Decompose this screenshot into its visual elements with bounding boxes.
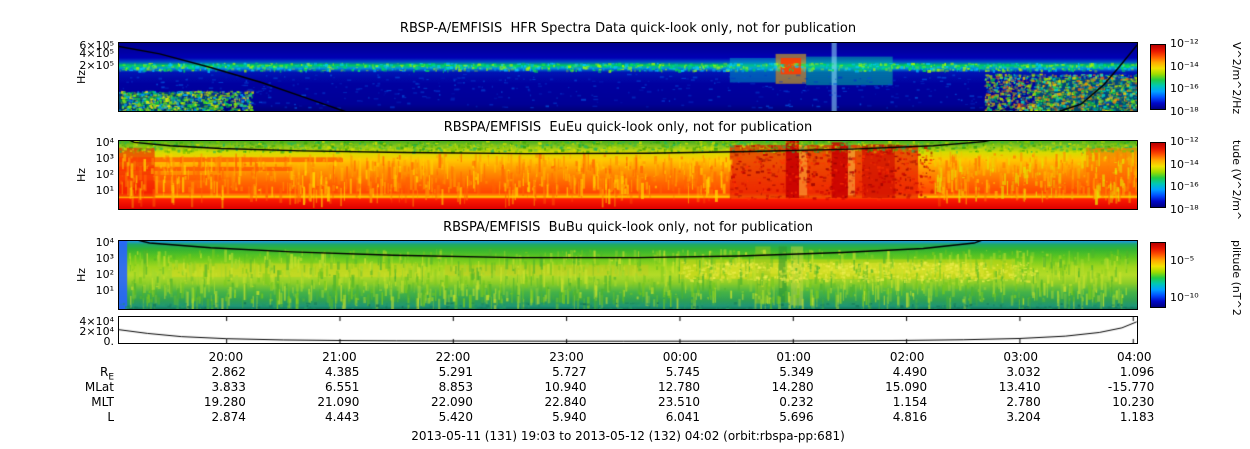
time-tick-label: 01:00 — [776, 350, 811, 364]
hfr-spectrogram-canvas — [119, 43, 1137, 111]
y-tick-label: 10² — [95, 268, 114, 281]
table-value: 22.090 — [430, 395, 473, 409]
table-value: 4.385 — [325, 365, 360, 379]
y-tick-label: 10³ — [95, 151, 114, 165]
y-tick-label: 10¹ — [95, 184, 114, 198]
panel1-colorbar — [1150, 44, 1166, 110]
table-value: 10.940 — [544, 380, 587, 394]
y-tick-label: 0. — [103, 335, 115, 349]
table-value: 21.090 — [317, 395, 360, 409]
table-value: 2.780 — [1006, 395, 1041, 409]
colorbar-tick-label: 10⁻¹⁸ — [1170, 104, 1199, 118]
panel1-colorbar-gradient — [1151, 45, 1165, 109]
y-tick-label: 2×10⁵ — [79, 58, 114, 72]
table-value: 8.853 — [438, 380, 473, 394]
table-value: 1.183 — [1119, 410, 1155, 424]
y-tick-label: 4×10⁴ — [79, 315, 114, 329]
table-value: 5.745 — [665, 365, 701, 379]
panel2-euu-spectrogram — [118, 140, 1138, 210]
y-tick-label: 10⁴ — [95, 235, 114, 249]
table-value: 1.154 — [892, 395, 928, 409]
panel1-hfr-spectrogram — [118, 42, 1138, 112]
y-tick-label: 10³ — [95, 251, 114, 265]
table-value: 14.280 — [771, 380, 814, 394]
table-value: 10.230 — [1112, 395, 1155, 409]
panel3-bubu-spectrogram — [118, 240, 1138, 310]
y-tick-label: 4×10⁵ — [79, 46, 114, 60]
table-value: 13.410 — [998, 380, 1041, 394]
table-value: 5.291 — [438, 365, 473, 379]
table-value: 2.874 — [211, 410, 246, 424]
table-row-label: MLT — [91, 395, 114, 409]
colorbar-tick-label: 10⁻¹² — [1170, 37, 1199, 51]
table-value: 4.816 — [892, 410, 928, 424]
panel3-title: RBSPA/EMFISIS BuBu quick-look only, not … — [443, 220, 813, 235]
table-value: 2.862 — [211, 365, 246, 379]
table-value: 5.349 — [779, 365, 814, 379]
table-value: 5.940 — [552, 410, 587, 424]
colorbar-tick-label: 10⁻¹⁰ — [1170, 291, 1199, 305]
y-tick-label: 6×10⁵ — [79, 38, 114, 52]
colorbar-tick-label: 10⁻¹⁶ — [1170, 180, 1199, 194]
colorbar-tick-label: 10⁻¹⁸ — [1170, 202, 1199, 216]
magnitude-line-canvas — [119, 317, 1137, 343]
panel4-magnitude-line-plot — [118, 316, 1138, 344]
time-tick-label: 22:00 — [435, 350, 471, 364]
y-tick-label: 10⁴ — [95, 135, 114, 149]
y-tick-label: 10¹ — [95, 284, 114, 298]
time-tick-label: 21:00 — [322, 350, 357, 364]
panel3-colorbar-gradient — [1151, 243, 1165, 307]
table-value: 23.510 — [658, 395, 701, 409]
colorbar-tick-label: 10⁻¹⁴ — [1170, 157, 1199, 171]
panel1-title: RBSP-A/EMFISIS HFR Spectra Data quick-lo… — [399, 21, 857, 36]
colorbar-tick-label: 10⁻⁵ — [1170, 253, 1195, 267]
time-tick-label: 02:00 — [889, 350, 925, 364]
panel2-colorbar-gradient — [1151, 143, 1165, 207]
panel1-colorbar-unit-label: V^2/m^2/Hz — [1230, 42, 1243, 115]
panel2-colorbar — [1150, 142, 1166, 208]
table-value: 3.204 — [1006, 410, 1041, 424]
table-value: 5.696 — [779, 410, 814, 424]
time-tick-label: 04:00 — [1116, 350, 1152, 364]
table-value: 5.727 — [552, 365, 587, 379]
colorbar-tick-label: 10⁻¹² — [1170, 135, 1199, 149]
panel2-title: RBSPA/EMFISIS EuEu quick-look only, not … — [443, 120, 813, 135]
table-row-label: L — [107, 410, 114, 424]
colorbar-tick-label: 10⁻¹⁴ — [1170, 59, 1199, 73]
table-value: 4.490 — [892, 365, 928, 379]
panel3-colorbar-unit-label: plitude (nT^2 — [1230, 240, 1243, 316]
panel2-colorbar-unit-label: tude (V^2/m^ — [1230, 140, 1243, 221]
table-value: -15.770 — [1107, 380, 1155, 394]
table-value: 15.090 — [885, 380, 928, 394]
panel3-colorbar — [1150, 242, 1166, 308]
table-value: 3.032 — [1006, 365, 1041, 379]
table-value: 12.780 — [658, 380, 701, 394]
time-range-caption: 2013-05-11 (131) 19:03 to 2013-05-12 (13… — [411, 429, 845, 443]
table-value: 19.280 — [203, 395, 246, 409]
table-value: 6.551 — [325, 380, 360, 394]
table-value: 0.232 — [779, 395, 814, 409]
time-tick-label: 20:00 — [208, 350, 244, 364]
table-value: 4.443 — [325, 410, 360, 424]
table-row-label: RE — [99, 365, 114, 383]
table-row-label: MLat — [84, 380, 114, 394]
time-tick-label: 03:00 — [1003, 350, 1038, 364]
table-value: 22.840 — [544, 395, 587, 409]
table-value: 1.096 — [1119, 365, 1155, 379]
table-value: 3.833 — [211, 380, 246, 394]
y-tick-label: 10² — [95, 168, 114, 181]
y-tick-label: 2×10⁴ — [79, 325, 114, 339]
bubu-spectrogram-canvas — [119, 241, 1137, 309]
time-tick-label: 00:00 — [662, 350, 698, 364]
time-tick-label: 23:00 — [549, 350, 584, 364]
table-value: 5.420 — [438, 410, 473, 424]
table-value: 6.041 — [665, 410, 701, 424]
euu-spectrogram-canvas — [119, 141, 1137, 209]
colorbar-tick-label: 10⁻¹⁶ — [1170, 82, 1199, 96]
